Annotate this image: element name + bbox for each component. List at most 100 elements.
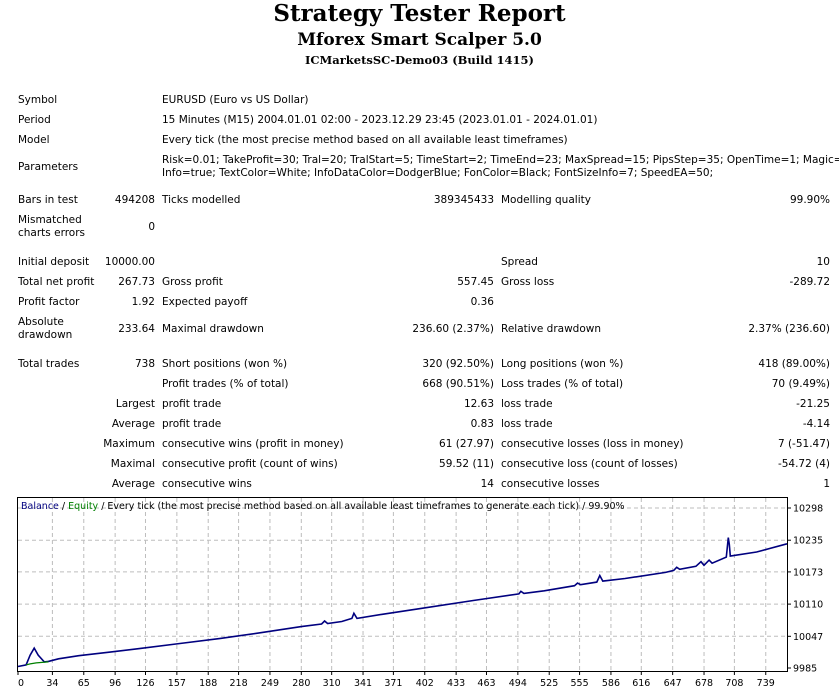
- max-losses-label: consecutive losses (loss in money): [501, 438, 684, 450]
- x-tick-label: 341: [354, 678, 372, 687]
- average-profit-value: 0.83: [470, 418, 494, 430]
- equity-line: [25, 661, 49, 666]
- spread-value: 10: [816, 256, 830, 268]
- x-tick-label: 525: [540, 678, 558, 687]
- long-value: 418 (89.00%): [758, 358, 830, 370]
- totaltrades-label: Total trades: [18, 358, 80, 370]
- report-title: Strategy Tester Report: [273, 0, 566, 27]
- x-tick-label: 96: [109, 678, 121, 687]
- symbol-value: EURUSD (Euro vs US Dollar): [162, 94, 309, 106]
- maximal-label: Maximal: [110, 458, 155, 470]
- largest-profit-label: profit trade: [162, 398, 222, 410]
- expectedpayoff-label: Expected payoff: [162, 296, 248, 308]
- y-tick-label: 10235: [793, 536, 823, 547]
- y-tick-label: 10173: [793, 567, 823, 578]
- grossprofit-label: Gross profit: [162, 276, 223, 288]
- plot-frame: [17, 497, 788, 672]
- average-loss-label: loss trade: [501, 418, 553, 430]
- profittrades-value: 668 (90.51%): [422, 378, 494, 390]
- deposit-label: Initial deposit: [18, 256, 90, 268]
- period-value: 15 Minutes (M15) 2004.01.01 02:00 - 2023…: [162, 114, 598, 126]
- x-tick-label: 310: [323, 678, 341, 687]
- x-tick-label: 126: [136, 678, 154, 687]
- balance-line: [17, 537, 788, 668]
- x-tick-label: 494: [509, 678, 527, 687]
- x-tick-label: 402: [416, 678, 434, 687]
- maximal-loss-label: consecutive loss (count of losses): [501, 458, 678, 470]
- x-tick-label: 188: [199, 678, 217, 687]
- grid: [18, 498, 787, 671]
- y-tick-label: 9985: [793, 664, 817, 675]
- netprofit-value: 267.73: [118, 276, 155, 288]
- parameters-label: Parameters: [18, 161, 79, 173]
- y-axis: 10298 10235 10173 10110 10047 9985: [787, 504, 823, 675]
- maxdrawdown-label: Maximal drawdown: [162, 323, 264, 335]
- long-label: Long positions (won %): [501, 358, 624, 370]
- profitfactor-label: Profit factor: [18, 296, 80, 308]
- profittrades-label: Profit trades (% of total): [162, 378, 289, 390]
- x-tick-label: 616: [632, 678, 650, 687]
- largest-loss-value: -21.25: [796, 398, 830, 410]
- x-tick-label: 708: [725, 678, 743, 687]
- maximum-label: Maximum: [103, 438, 155, 450]
- x-tick-label: 647: [664, 678, 682, 687]
- grossprofit-value: 557.45: [457, 276, 494, 288]
- x-tick-label: 371: [384, 678, 402, 687]
- average-profit-label: profit trade: [162, 418, 222, 430]
- legend-equity: Equity: [68, 501, 98, 512]
- ticks-value: 389345433: [433, 194, 494, 206]
- largest-label: Largest: [115, 398, 155, 410]
- deposit-value: 10000.00: [104, 256, 155, 268]
- max-wins-label: consecutive wins (profit in money): [162, 438, 344, 450]
- model-value: Every tick (the most precise method base…: [162, 134, 568, 146]
- avg-losses-label: consecutive losses: [501, 478, 600, 490]
- bars-value: 494208: [114, 194, 155, 206]
- short-value: 320 (92.50%): [422, 358, 494, 370]
- losstrades-value: 70 (9.49%): [771, 378, 830, 390]
- y-tick-label: 10298: [793, 504, 823, 515]
- spread-label: Spread: [501, 256, 538, 268]
- short-label: Short positions (won %): [162, 358, 288, 370]
- maximal-profit-label: consecutive profit (count of wins): [162, 458, 338, 470]
- x-tick-label: 249: [261, 678, 279, 687]
- parameters-line-1: Risk=0.01; TakeProfit=30; Tral=20; TralS…: [162, 154, 839, 166]
- avg-wins-label: consecutive wins: [162, 478, 252, 490]
- server-build: ICMarketsSC-Demo03 (Build 1415): [305, 53, 534, 67]
- max-losses-value: 7 (-51.47): [777, 438, 830, 450]
- largest-profit-value: 12.63: [463, 398, 494, 410]
- mismatch-value: 0: [148, 221, 155, 233]
- reldrawdown-label: Relative drawdown: [501, 323, 602, 335]
- ticks-label: Ticks modelled: [162, 194, 241, 206]
- legend-sep: /: [59, 501, 68, 512]
- expert-name: Mforex Smart Scalper 5.0: [297, 30, 542, 50]
- parameters-line-2: Info=true; TextColor=White; InfoDataColo…: [162, 167, 714, 179]
- profitfactor-value: 1.92: [131, 296, 155, 308]
- legend-balance: Balance: [21, 501, 59, 512]
- avg-wins-value: 14: [480, 478, 494, 490]
- x-tick-label: 433: [447, 678, 465, 687]
- max-wins-value: 61 (27.97): [439, 438, 494, 450]
- mismatch-label: Mismatched charts errors: [18, 214, 85, 239]
- maxdrawdown-value: 236.60 (2.37%): [412, 323, 494, 335]
- y-tick-label: 10110: [793, 600, 823, 611]
- totaltrades-value: 738: [134, 358, 155, 370]
- model-label: Model: [18, 134, 50, 146]
- x-tick-label: 65: [78, 678, 90, 687]
- x-tick-label: 555: [571, 678, 589, 687]
- losstrades-label: Loss trades (% of total): [501, 378, 624, 390]
- avg-losses-value: 1: [823, 478, 830, 490]
- absdrawdown-label: Absolute drawdown: [18, 316, 73, 341]
- grossloss-value: -289.72: [789, 276, 830, 288]
- chart-legend: Balance / Equity / Every tick (the most …: [21, 501, 625, 512]
- symbol-label: Symbol: [18, 94, 58, 106]
- x-tick-label: 678: [695, 678, 713, 687]
- expectedpayoff-value: 0.36: [470, 296, 494, 308]
- absdrawdown-value: 233.64: [118, 323, 155, 335]
- x-tick-label: 463: [477, 678, 495, 687]
- average-label: Average: [111, 418, 155, 430]
- quality-value: 99.90%: [789, 194, 830, 206]
- x-tick-label: 280: [292, 678, 310, 687]
- series: [17, 537, 788, 668]
- bars-label: Bars in test: [18, 194, 78, 206]
- x-tick-label: 157: [168, 678, 186, 687]
